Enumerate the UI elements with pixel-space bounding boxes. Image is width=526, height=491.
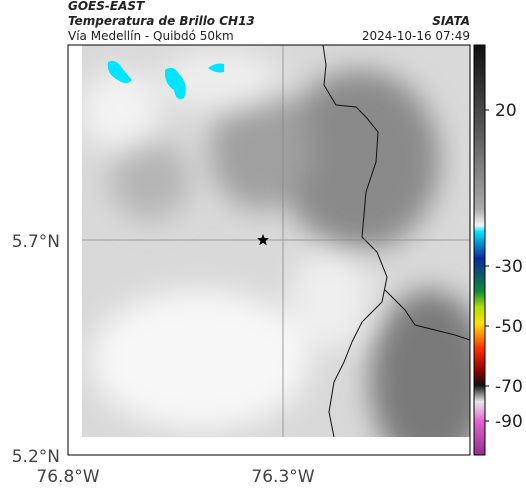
- colorbar: [473, 44, 486, 456]
- colorbar-label: -50: [495, 317, 523, 337]
- route: Vía Medellín - Quibdó 50km: [68, 29, 234, 43]
- lon-label: 76.3°W: [251, 467, 314, 487]
- satellite: GOES-EAST: [68, 0, 145, 13]
- colorbar-ticks: [485, 109, 489, 422]
- colorbar-label: -70: [495, 377, 523, 397]
- product: Temperatura de Brillo CH13: [68, 14, 255, 28]
- lon-label: 76.8°W: [36, 467, 99, 487]
- map-frame: [67, 44, 471, 456]
- satellite-image: [82, 45, 470, 437]
- colorbar-label: -30: [495, 257, 523, 277]
- colorbar-label: 20: [495, 101, 517, 121]
- lat-label: 5.7°N: [12, 232, 60, 252]
- colorbar-label: -90: [495, 412, 523, 432]
- source: SIATA: [432, 14, 470, 28]
- timestamp: 2024-10-16 07:49: [362, 29, 470, 43]
- lat-label: 5.2°N: [12, 447, 60, 467]
